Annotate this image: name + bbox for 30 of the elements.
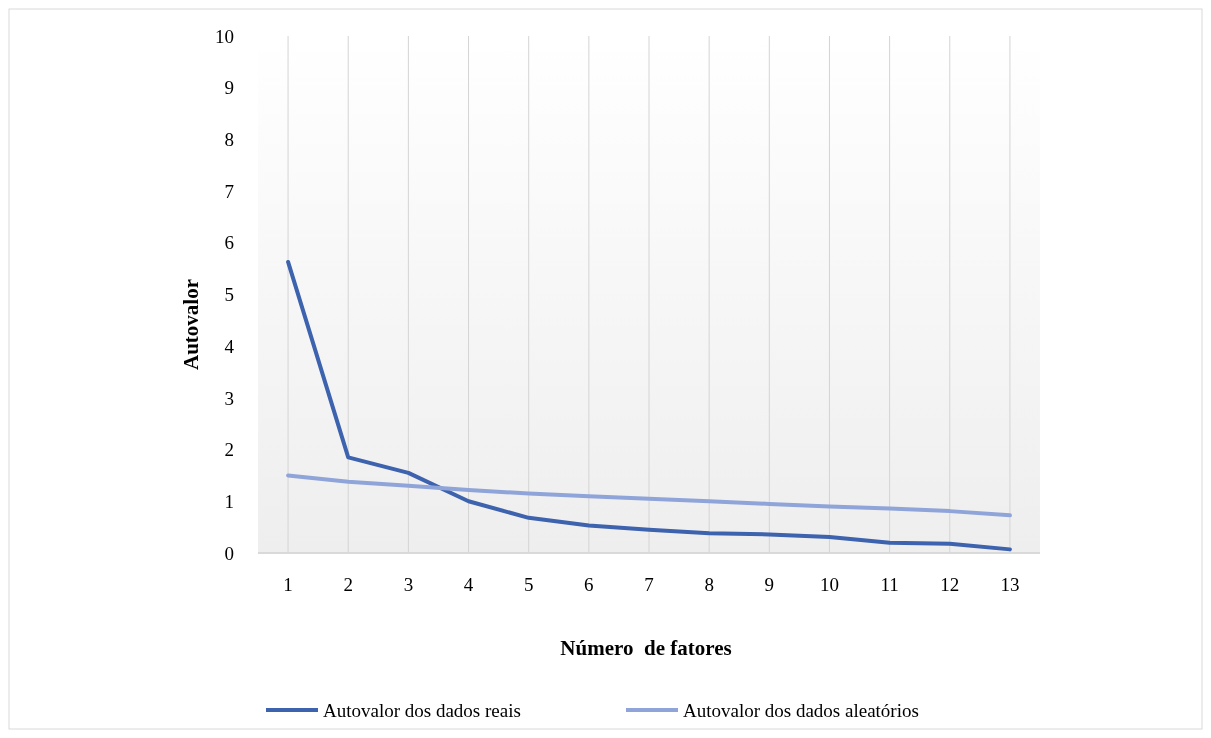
line-series bbox=[286, 259, 1012, 552]
x-tick-label: 9 bbox=[764, 574, 775, 595]
line-series bbox=[286, 473, 1012, 518]
legend-label: Autovalor dos dados reais bbox=[323, 699, 521, 721]
x-axis-title: Número de fatores bbox=[560, 636, 732, 660]
y-tick-label: 4 bbox=[224, 335, 235, 357]
x-tick-label: 1 bbox=[283, 574, 293, 595]
y-tick-label: 5 bbox=[224, 284, 234, 306]
x-tick-label: 7 bbox=[644, 574, 654, 595]
y-tick-label: 0 bbox=[224, 542, 234, 564]
legend-label: Autovalor dos dados aleatórios bbox=[683, 699, 919, 721]
x-tick-label: 4 bbox=[463, 574, 474, 595]
x-tick-label: 8 bbox=[704, 574, 714, 595]
y-axis-title: Autovalor bbox=[179, 279, 203, 370]
x-tick-label: 12 bbox=[940, 574, 960, 595]
y-tick-label: 6 bbox=[224, 232, 234, 254]
x-tick-label: 3 bbox=[403, 574, 414, 595]
x-tick-label: 6 bbox=[584, 574, 594, 595]
x-tick-label: 11 bbox=[880, 574, 899, 595]
x-tick-label: 2 bbox=[343, 574, 353, 595]
x-tick-label: 10 bbox=[819, 574, 839, 595]
y-tick-label: 8 bbox=[224, 129, 234, 151]
y-tick-label: 7 bbox=[224, 180, 234, 202]
x-tick-label: 13 bbox=[1000, 574, 1020, 595]
y-tick-label: 1 bbox=[224, 490, 234, 512]
y-tick-label: 10 bbox=[215, 25, 234, 47]
x-tick-label: 5 bbox=[523, 574, 534, 595]
y-tick-label: 3 bbox=[224, 387, 234, 409]
y-tick-label: 2 bbox=[224, 439, 234, 461]
y-tick-label: 9 bbox=[224, 77, 234, 99]
